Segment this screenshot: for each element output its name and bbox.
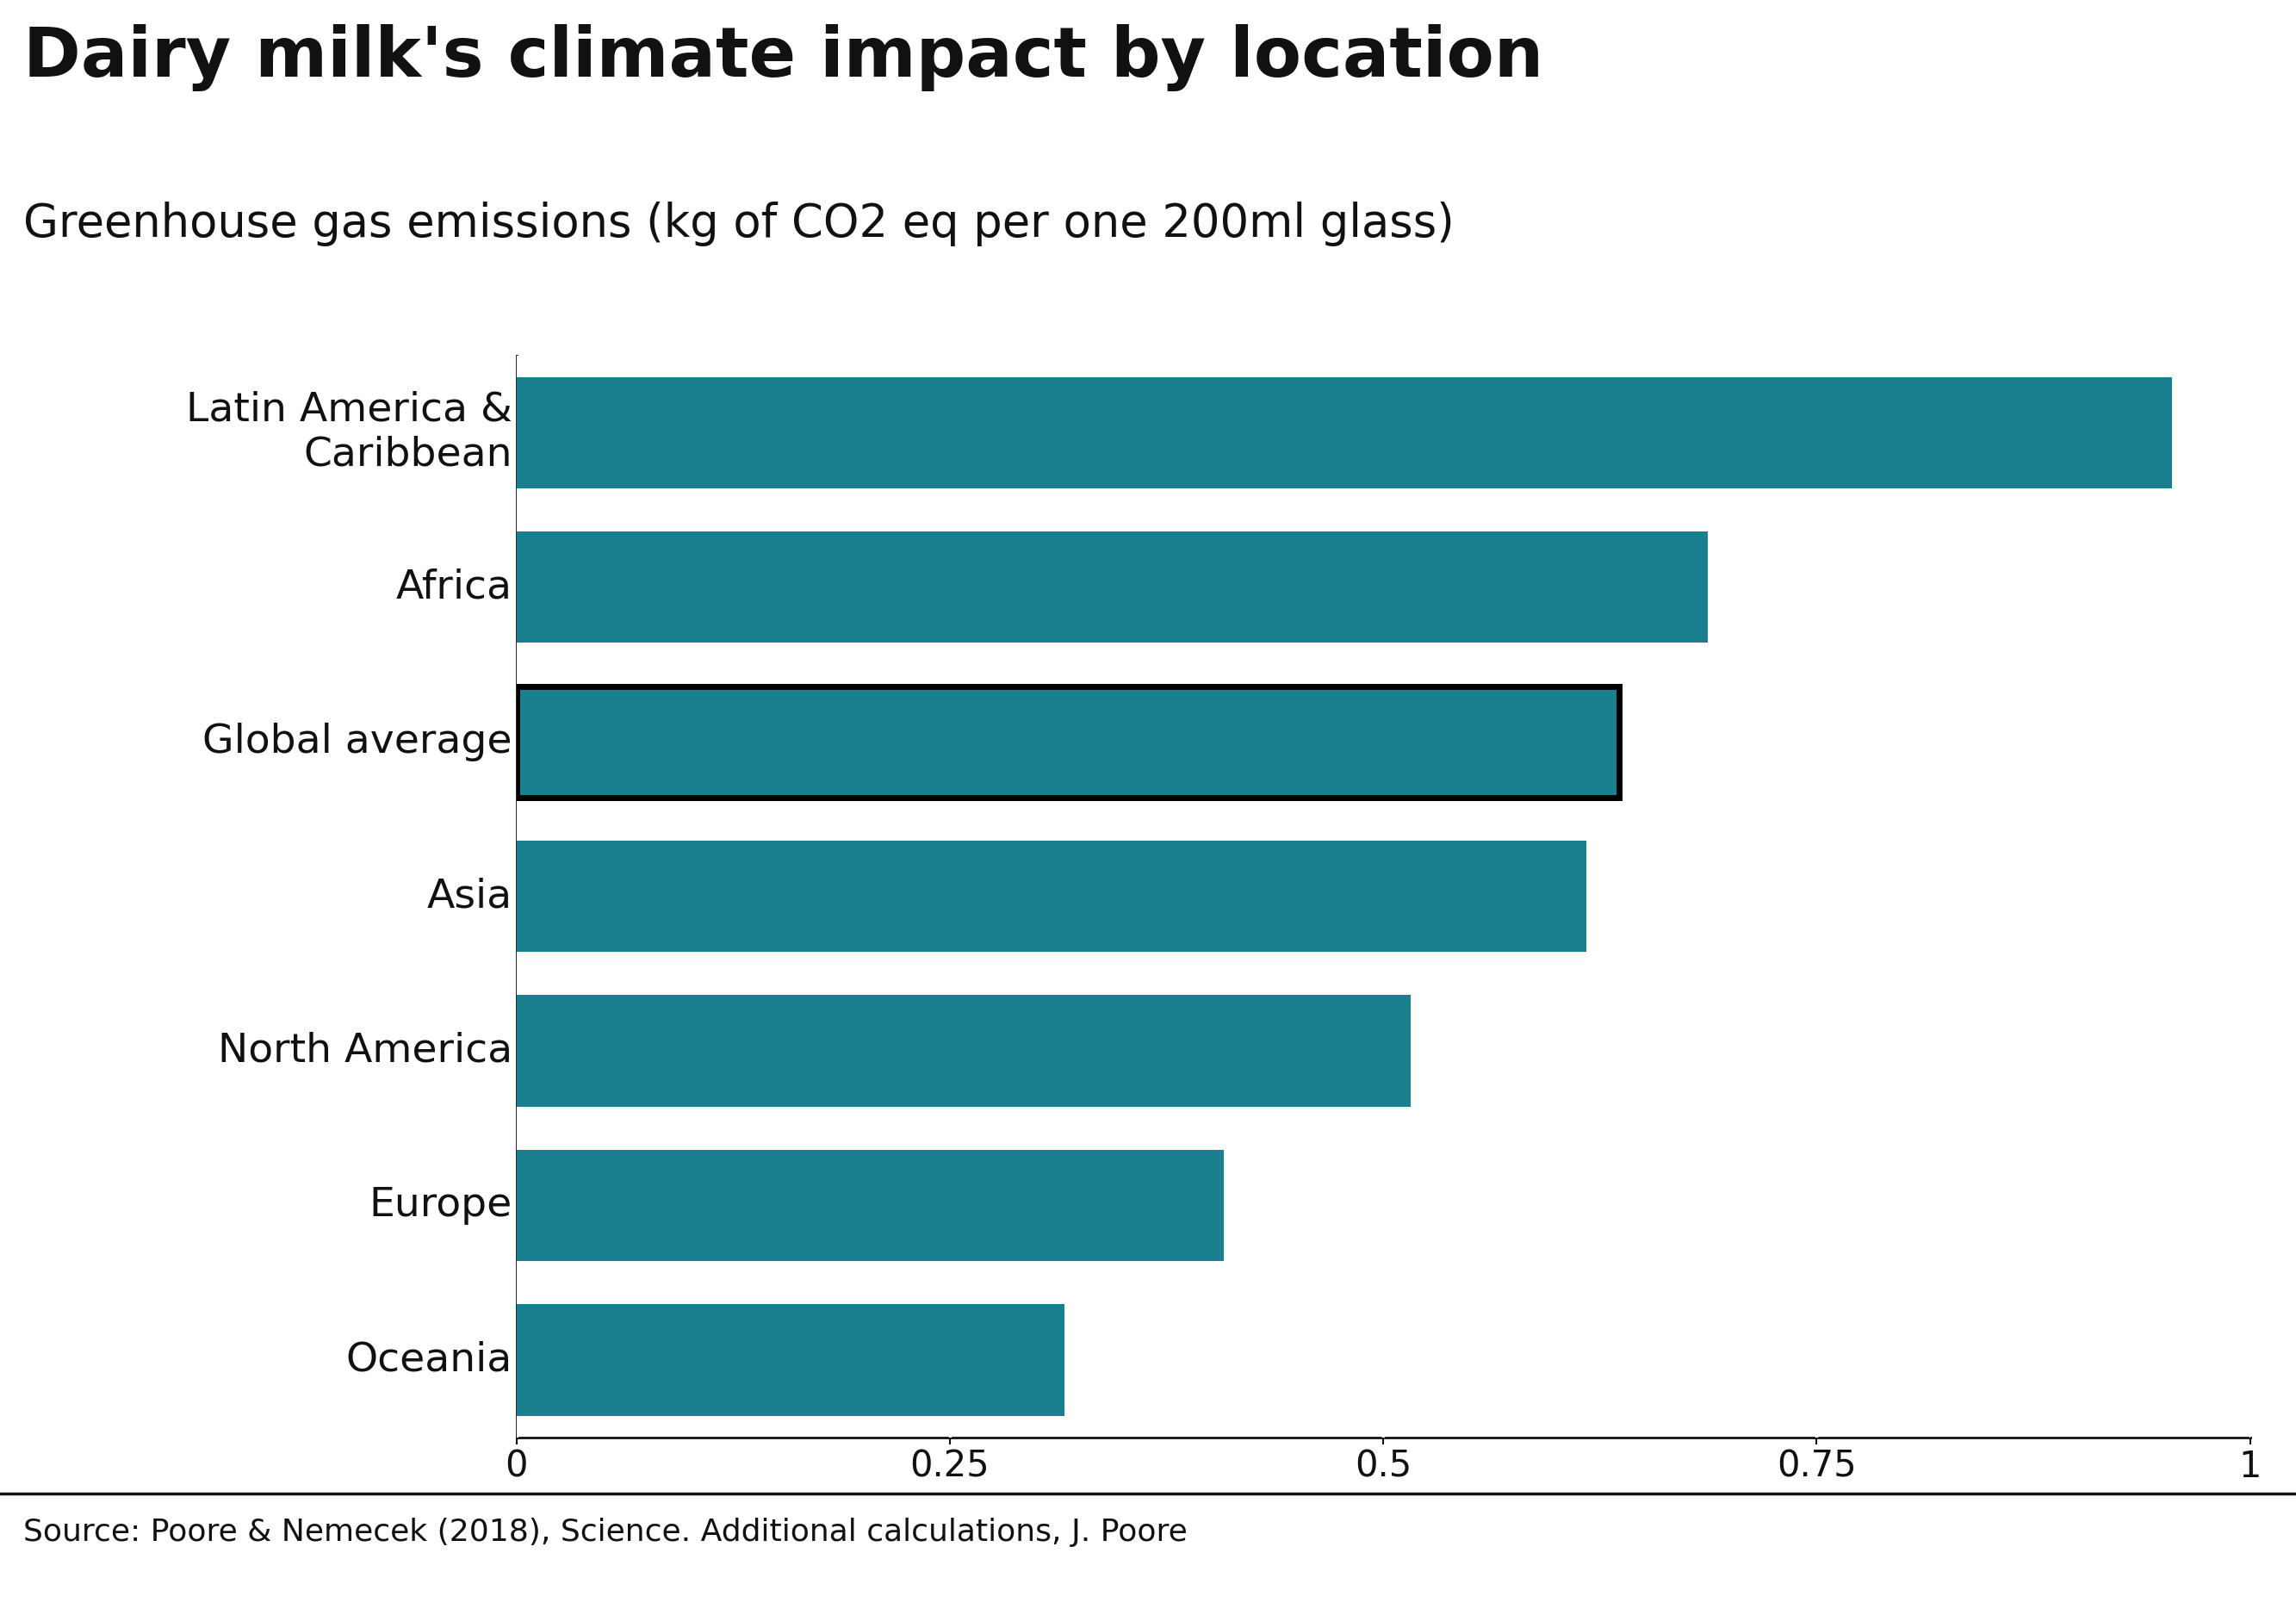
Bar: [517, 1150, 1224, 1261]
Bar: [517, 531, 1708, 643]
Text: BBC: BBC: [2110, 1537, 2197, 1573]
Bar: [517, 376, 2172, 488]
Bar: [517, 841, 1587, 951]
Text: Dairy milk's climate impact by location: Dairy milk's climate impact by location: [23, 24, 1543, 92]
Bar: [517, 1305, 1065, 1416]
Text: Greenhouse gas emissions (kg of CO2 eq per one 200ml glass): Greenhouse gas emissions (kg of CO2 eq p…: [23, 202, 1453, 247]
Text: Source: Poore & Nemecek (2018), Science. Additional calculations, J. Poore: Source: Poore & Nemecek (2018), Science.…: [23, 1518, 1187, 1547]
Bar: [517, 995, 1412, 1106]
Bar: [517, 686, 1619, 798]
